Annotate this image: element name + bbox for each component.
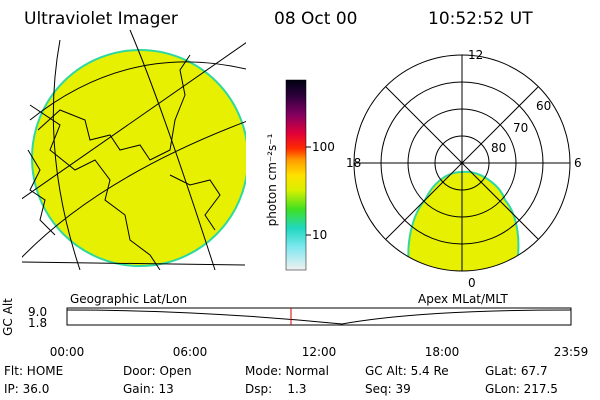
time: 10:52:52 UT — [428, 9, 533, 29]
time-tick: 18:00 — [425, 345, 460, 359]
coastline — [37, 54, 191, 161]
status-field: Gain: 13 — [123, 382, 174, 396]
lon-line — [52, 39, 81, 270]
status-field: Seq: 39 — [365, 382, 411, 396]
date: 08 Oct 00 — [274, 9, 357, 29]
mlt-label: 12 — [468, 48, 483, 62]
mlt-line — [385, 86, 539, 240]
status-field: GC Alt: 5.4 Re — [365, 364, 449, 378]
mlat-label: 70 — [513, 121, 528, 135]
colorbar-tick-label: 10 — [312, 228, 327, 242]
lon-line — [129, 29, 216, 270]
status-field: GLon: 217.5 — [485, 382, 558, 396]
status-field: Flt: HOME — [4, 364, 63, 378]
geo-map — [22, 29, 246, 270]
lat-line — [22, 261, 246, 266]
polar-plot — [353, 54, 571, 272]
oval-image — [407, 170, 520, 271]
instrument: Ultraviolet Imager — [24, 9, 178, 29]
altitude-curve — [66, 309, 572, 325]
altitude-ytick: 1.8 — [28, 316, 47, 330]
mlat-label: 60 — [536, 99, 551, 113]
lat-line — [29, 61, 246, 121]
mlt-label: 0 — [468, 276, 476, 290]
time-tick: 12:00 — [302, 345, 337, 359]
status-block: Flt: HOME Door: Open Mode: Normal GC Alt: 5… — [4, 364, 558, 396]
altitude-frame — [66, 307, 572, 326]
mlat-label: 80 — [491, 141, 506, 155]
altitude-ylabel: GC Alt — [1, 298, 15, 336]
coastline — [29, 104, 161, 270]
status-field: GLat: 67.7 — [485, 364, 548, 378]
time-tick: 06:00 — [173, 345, 208, 359]
status-field: Door: Open — [123, 364, 192, 378]
lat-line — [22, 121, 246, 258]
status-field: Mode: Normal — [245, 364, 329, 378]
left-caption: Geographic Lat/Lon — [70, 292, 187, 306]
status-field: Dsp: 1.3 — [245, 382, 307, 396]
color-bar — [285, 79, 307, 271]
coastline — [27, 149, 56, 236]
status-field: IP: 36.0 — [4, 382, 49, 396]
right-caption: Apex MLat/MLT — [418, 292, 508, 306]
colorbar-label: photon cm⁻²s⁻¹ — [265, 133, 279, 226]
time-tick: 00:00 — [50, 345, 85, 359]
colorbar-tick-label: 100 — [312, 140, 335, 154]
coastline — [169, 174, 221, 231]
altitude-ytick: 9.0 — [28, 305, 47, 319]
time-tick: 23:59 — [554, 345, 589, 359]
lon-line — [22, 42, 246, 200]
image-disk — [31, 49, 246, 267]
mlt-label: 18 — [346, 156, 361, 170]
mlt-label: 6 — [574, 156, 582, 170]
